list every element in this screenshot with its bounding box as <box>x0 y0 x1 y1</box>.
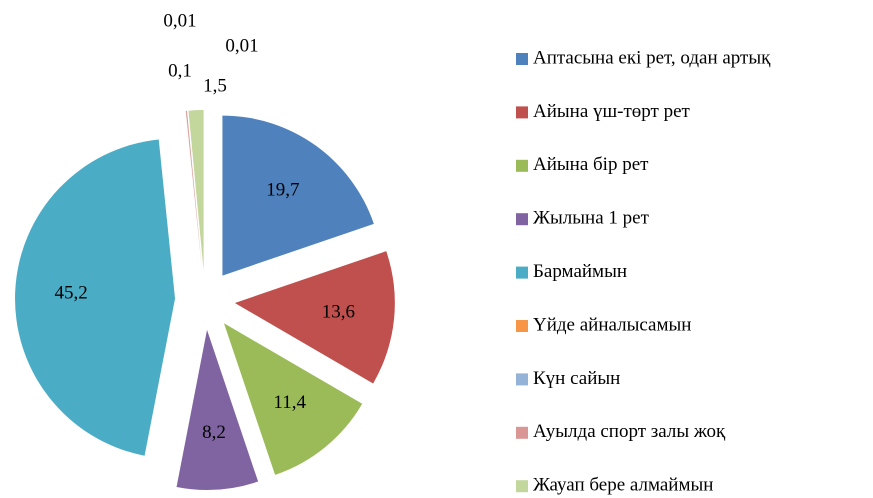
legend-label: Күн сайын <box>533 368 620 389</box>
legend-swatch <box>516 266 528 279</box>
pie-slice <box>185 110 202 271</box>
legend-swatch <box>516 373 528 386</box>
data-label: 1,5 <box>203 75 227 96</box>
legend-label: Жауап бере алмаймын <box>533 475 713 496</box>
pie-slice <box>234 251 395 384</box>
legend-label: Айына үш-төрт рет <box>533 101 691 122</box>
pie-slice <box>223 323 363 475</box>
legend-label: Ауылда спорт залы жоқ <box>533 421 726 442</box>
data-label: 0,1 <box>168 60 192 81</box>
legend-swatch <box>516 480 528 493</box>
legend-label: Бармаймын <box>533 261 627 282</box>
pie-slice <box>15 139 176 456</box>
data-label: 8,2 <box>202 422 226 443</box>
legend-swatch <box>516 106 528 119</box>
legend-swatch <box>516 213 528 226</box>
legend-swatch <box>516 159 528 172</box>
legend-label: Айына бір рет <box>533 154 649 175</box>
data-label: 45,2 <box>55 282 88 303</box>
legend-swatch <box>516 426 528 439</box>
data-label: 0,01 <box>163 10 196 31</box>
data-label: 11,4 <box>273 392 306 413</box>
pie-slice <box>185 110 203 271</box>
legend-swatch <box>516 320 528 332</box>
pie-slice <box>176 329 259 490</box>
legend-label: Үйде айналысамын <box>533 314 691 335</box>
data-label: 0,01 <box>225 35 258 56</box>
legend-swatch <box>516 53 528 65</box>
pie-slice <box>185 110 202 271</box>
legend-label: Аптасына екі рет, одан артық <box>533 47 771 68</box>
data-label: 13,6 <box>322 302 355 323</box>
legend-label: Жылына 1 рет <box>533 208 650 229</box>
pie-slice <box>222 115 374 276</box>
pie-slice <box>188 110 204 271</box>
data-label: 19,7 <box>266 179 299 200</box>
